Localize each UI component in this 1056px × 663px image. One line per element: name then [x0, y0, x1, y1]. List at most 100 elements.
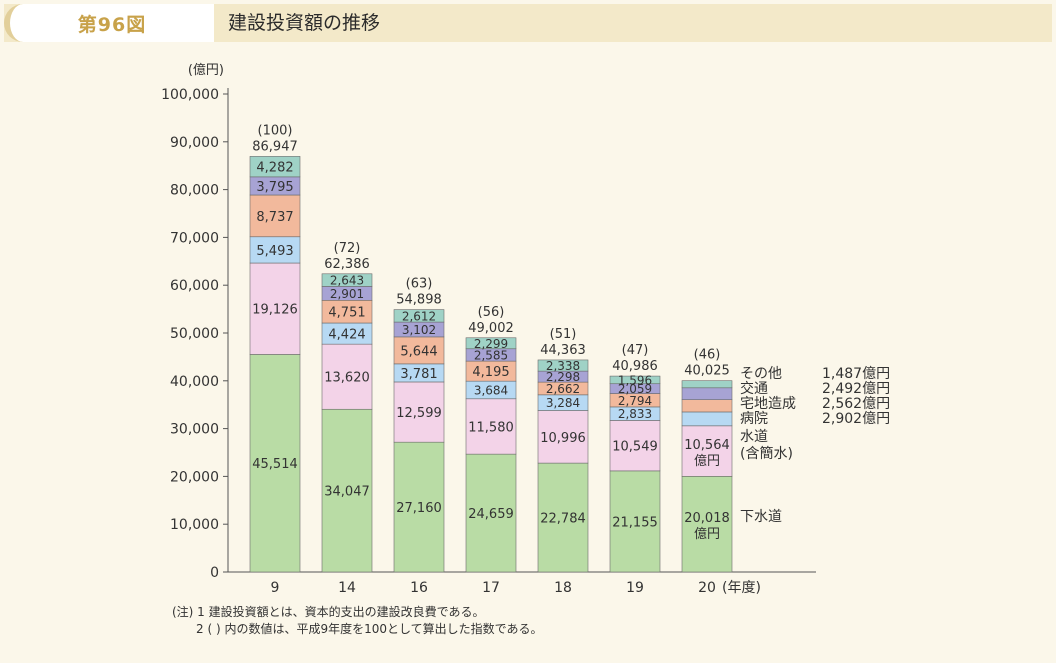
bar-segment-label: 19,126: [252, 303, 298, 318]
bar-segment-label: 4,424: [328, 328, 365, 343]
x-tick-label: 14: [338, 580, 356, 596]
y-tick-label: 70,000: [170, 230, 219, 246]
bar-segment-label: 4,195: [472, 365, 509, 380]
bar-segment-label: 45,514: [252, 457, 298, 472]
bar-segment-label: 2,794: [618, 394, 652, 408]
bar-segment-label: 4,751: [328, 306, 365, 321]
bar-segment: [321, 273, 373, 287]
bar-segment-label: 3,284: [546, 396, 580, 410]
y-tick-label: 10,000: [170, 517, 219, 533]
bar-segment-label: 27,160: [396, 501, 442, 516]
y-tick-label: 80,000: [170, 183, 219, 199]
footnotes: (注) 1 建設投資額とは、資本的支出の建設改良費である。 2 ( ) 内の数値…: [172, 604, 543, 638]
legend-value: 2,902億円: [822, 411, 890, 427]
bar-segment: [249, 262, 301, 355]
bar-segment: [681, 380, 733, 389]
bar-segment-label: 2,298: [546, 370, 580, 384]
legend-value: 1,487億円: [822, 366, 890, 382]
bar-total-label: 40,986: [612, 359, 658, 374]
bar-segment: [321, 408, 373, 573]
legend-label: 水道: [740, 429, 768, 445]
bar-segment-label: 億円: [694, 453, 720, 469]
bar-segment-label: 3,795: [256, 180, 293, 195]
legend-label: 交通: [740, 380, 768, 397]
x-tick-label: 17: [482, 580, 500, 596]
bar-segment-label: 1,596: [618, 373, 652, 387]
x-tick-label: 18: [554, 580, 572, 596]
bar-index-label: (72): [334, 241, 361, 256]
bar-total-label: 62,386: [324, 257, 370, 272]
bar-total-label: 49,002: [468, 321, 514, 336]
bar-segment-label: 10,996: [540, 431, 586, 446]
bar-index-label: (47): [622, 343, 649, 358]
y-tick-label: 90,000: [170, 135, 219, 151]
bar-segment-label: 21,155: [612, 515, 658, 530]
bar-segment: [249, 236, 301, 264]
bar-segment: [393, 381, 445, 443]
bar-segment-label: 億円: [694, 526, 720, 542]
y-tick-label: 100,000: [161, 87, 219, 103]
x-tick-label: 19: [626, 580, 644, 596]
bar-segment-label: 2,585: [474, 348, 508, 362]
bar-segment-label: 22,784: [540, 511, 586, 526]
bar-segment: [393, 336, 445, 365]
bar-segment: [537, 410, 589, 464]
y-tick-label: 40,000: [170, 374, 219, 390]
legend-label: 宅地造成: [740, 396, 796, 412]
legend-label: 下水道: [740, 509, 782, 525]
figure-number-badge: 第96図: [4, 4, 214, 42]
bar-segment-label: 24,659: [468, 507, 514, 522]
bar-index-label: (63): [406, 277, 433, 292]
bar-segment-label: 2,338: [546, 359, 580, 373]
bar-segment-label: 8,737: [256, 210, 293, 225]
legend-value: 2,492億円: [822, 381, 890, 397]
bar-index-label: (100): [258, 123, 293, 138]
bar-total-label: 44,363: [540, 343, 586, 358]
bar-segment: [393, 441, 445, 573]
bar-index-label: (51): [550, 327, 577, 342]
bar-segment: [681, 411, 733, 427]
footnote-1: (注) 1 建設投資額とは、資本的支出の建設改良費である。: [172, 605, 485, 619]
bar-segment: [537, 462, 589, 573]
bar-segment-label: 3,781: [400, 367, 437, 382]
bar-segment: [465, 337, 517, 350]
x-tick-label: 9: [271, 580, 280, 596]
x-tick-label: 20: [698, 580, 716, 596]
bar-segment: [681, 425, 733, 477]
bar-segment-label: 5,644: [400, 344, 437, 359]
bar-segment: [465, 453, 517, 573]
y-tick-label: 60,000: [170, 278, 219, 294]
y-tick-label: 0: [210, 565, 219, 581]
bar-segment-label: 10,564: [684, 438, 730, 453]
bar-segment-label: 2,833: [618, 407, 652, 421]
y-tick-label: 20,000: [170, 469, 219, 485]
bar-segment-label: 10,549: [612, 440, 658, 455]
bar-segment-label: 4,282: [256, 161, 293, 176]
x-axis-label: (年度): [722, 580, 761, 596]
bar-segment-label: 34,047: [324, 485, 370, 500]
bar-segment-label: 13,620: [324, 371, 370, 386]
bar-segment-label: 20,018: [684, 511, 730, 526]
legend-label: (含簡水): [740, 446, 793, 462]
bar-segment: [465, 398, 517, 455]
figure-title: 建設投資額の推移: [228, 12, 381, 34]
footnote-2: 2 ( ) 内の数値は、平成9年度を100として算出した指数である。: [196, 622, 543, 636]
bar-segment: [609, 470, 661, 573]
bar-segment: [537, 359, 589, 372]
bar-segment-label: 2,059: [618, 382, 652, 396]
bar-segment-label: 12,599: [396, 406, 442, 421]
bar-segment: [393, 309, 445, 323]
bar-segment: [249, 354, 301, 573]
bar-segment: [249, 156, 301, 178]
bar-segment: [681, 387, 733, 401]
bar-index-label: (56): [478, 305, 505, 320]
bar-segment-label: 2,901: [330, 287, 364, 301]
bar-segment-label: 2,643: [330, 274, 364, 288]
bar-segment-label: 3,684: [474, 384, 508, 398]
bar-index-label: (46): [694, 348, 721, 363]
bar-segment-label: 2,612: [402, 309, 436, 323]
bar-total-label: 86,947: [252, 139, 298, 154]
bar-segment: [321, 343, 373, 410]
bar-segment: [609, 420, 661, 472]
